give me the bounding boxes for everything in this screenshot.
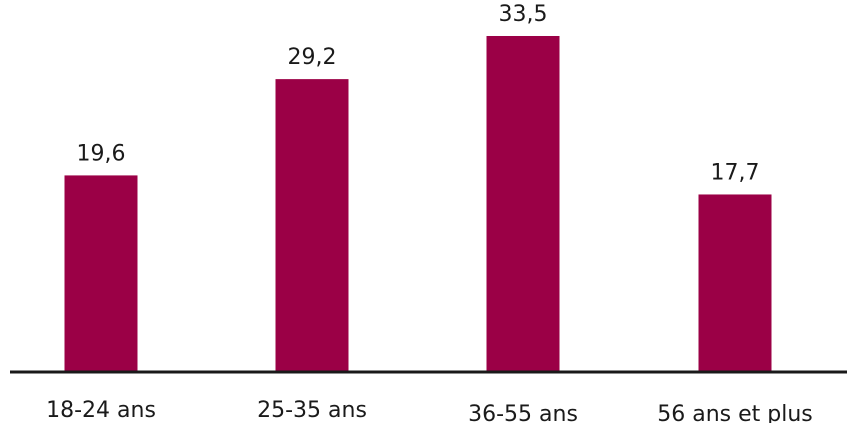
x-tick-label: 36-55 ans xyxy=(468,402,578,423)
category-labels-group: 18-24 ans 25-35 ans 36-55 ans 56 ans et plu… xyxy=(46,398,813,423)
bar-2 xyxy=(275,79,349,373)
bar-value-label: 19,6 xyxy=(77,141,126,166)
bar-4 xyxy=(698,194,772,372)
x-tick-label: 18-24 ans xyxy=(46,398,156,423)
bar-value-label: 29,2 xyxy=(288,45,337,70)
value-labels-group: 19,6 29,2 33,5 17,7 xyxy=(77,2,760,185)
bars-group xyxy=(64,35,772,373)
x-tick-label: 56 ans et plus xyxy=(657,402,813,423)
bar-3 xyxy=(486,35,560,373)
bar-value-label: 17,7 xyxy=(711,160,760,185)
bar-1 xyxy=(64,175,138,372)
bar-value-label: 33,5 xyxy=(499,2,548,27)
x-tick-label: 25-35 ans xyxy=(257,398,367,423)
